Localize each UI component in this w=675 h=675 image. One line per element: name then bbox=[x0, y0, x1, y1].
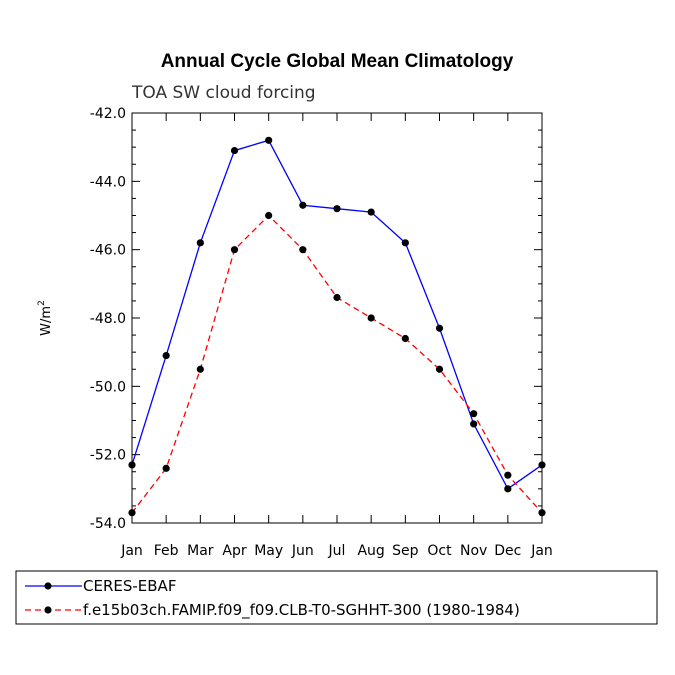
series-1-point bbox=[504, 485, 512, 493]
series-2-point bbox=[128, 509, 136, 517]
x-tick-label: Sep bbox=[392, 543, 419, 559]
series-line-2 bbox=[131, 214, 543, 514]
series-2-point bbox=[504, 471, 512, 479]
series-2-point bbox=[196, 365, 204, 373]
series-line-1 bbox=[131, 139, 543, 490]
series-1-point bbox=[162, 351, 170, 360]
series-2-point bbox=[367, 314, 375, 322]
series-1-point bbox=[367, 208, 375, 216]
series-1-point bbox=[401, 239, 409, 247]
y-axis-label-text: W/m bbox=[39, 306, 54, 336]
chart-subtitle: TOA SW cloud forcing bbox=[131, 83, 316, 103]
legend-box bbox=[15, 570, 658, 625]
y-tick-label: -48.0 bbox=[90, 311, 126, 327]
y-tick-label: -44.0 bbox=[90, 174, 126, 190]
series-2-point bbox=[299, 246, 307, 254]
plot-frame bbox=[131, 112, 543, 524]
x-tick-label: Mar bbox=[187, 543, 214, 559]
chart-title: Annual Cycle Global Mean Climatology bbox=[161, 51, 514, 72]
x-tick-label: Oct bbox=[427, 543, 452, 559]
series-1-point bbox=[230, 146, 239, 155]
x-tick-label: Dec bbox=[494, 543, 521, 559]
x-tick-label: Jun bbox=[291, 543, 314, 559]
y-tick-label: -50.0 bbox=[90, 379, 126, 395]
legend-marker-1 bbox=[44, 582, 52, 590]
y-tick-label: -46.0 bbox=[90, 243, 126, 259]
y-axis-label: W/m2 bbox=[37, 300, 54, 336]
x-tick-label: Nov bbox=[460, 543, 487, 559]
series-2-point bbox=[333, 293, 341, 302]
axes: -42.0 -44.0 -46.0 -48.0 -50.0 -52.0 -54.0 Jan Fe… bbox=[90, 106, 553, 559]
y-tick-label: -42.0 bbox=[90, 106, 126, 122]
legend-label-1: CERES-EBAF bbox=[83, 577, 176, 595]
series-1-point bbox=[265, 136, 273, 144]
series-2-point bbox=[230, 246, 239, 254]
x-tick-label: Apr bbox=[222, 543, 246, 559]
series-1-point bbox=[333, 205, 341, 213]
series-1-point bbox=[538, 461, 546, 469]
legend-marker-2 bbox=[44, 606, 52, 614]
x-tick-label: May bbox=[254, 543, 283, 559]
x-tick-label: Jan bbox=[530, 543, 553, 559]
y-axis-label-superscript: 2 bbox=[37, 300, 47, 306]
series-layer bbox=[128, 136, 546, 517]
x-tick-label: Jan bbox=[120, 543, 143, 559]
series-1-point bbox=[196, 239, 204, 247]
series-2-point bbox=[401, 334, 409, 343]
x-tick-label: Jul bbox=[328, 543, 346, 559]
series-2-point bbox=[162, 464, 170, 472]
series-2-point bbox=[265, 211, 273, 220]
legend: CERES-EBAF f.e15b03ch.FAMIP.f09_f09.CLB-T… bbox=[25, 577, 520, 620]
x-tick-label: Feb bbox=[154, 543, 179, 559]
series-1-point bbox=[470, 420, 478, 428]
y-tick-label: -54.0 bbox=[90, 516, 126, 532]
y-tick-label: -52.0 bbox=[90, 448, 126, 464]
legend-label-2: f.e15b03ch.FAMIP.f09_f09.CLB-T0-SGHHT-30… bbox=[83, 601, 520, 620]
series-2-point bbox=[435, 365, 444, 373]
series-1-point bbox=[128, 461, 136, 469]
series-1-point bbox=[299, 201, 307, 209]
series-2-point bbox=[470, 410, 478, 418]
series-1-point bbox=[435, 324, 444, 332]
x-tick-label: Aug bbox=[357, 543, 384, 559]
series-2-point bbox=[538, 509, 546, 517]
